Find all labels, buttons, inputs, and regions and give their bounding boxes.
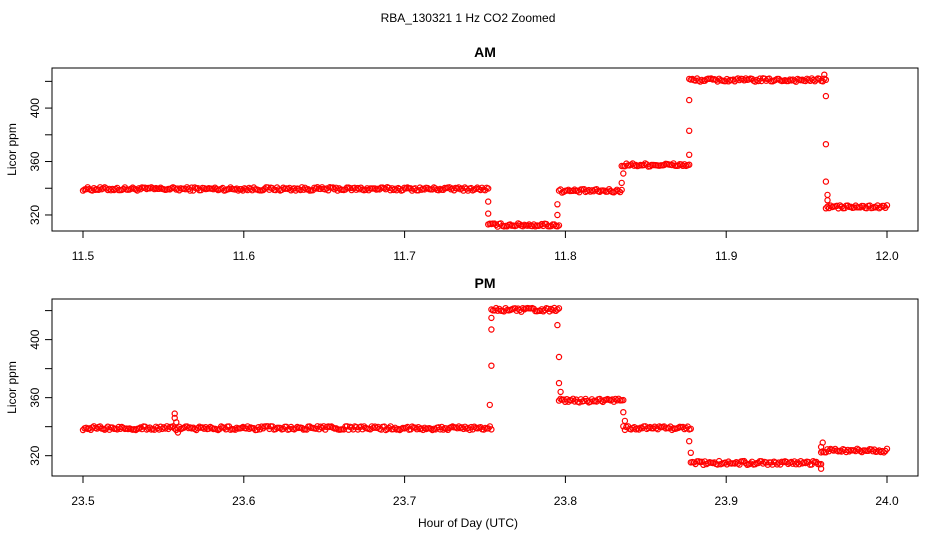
pm-panel-title: PM <box>475 275 496 291</box>
data-point <box>555 379 563 387</box>
data-point <box>635 426 643 433</box>
data-point <box>485 210 492 217</box>
data-point <box>687 449 695 456</box>
data-point <box>824 197 831 204</box>
pm-y-tick-label: 360 <box>28 387 42 407</box>
data-point <box>571 186 578 193</box>
data-point <box>565 398 572 405</box>
am-x-tick-label: 11.8 <box>554 249 577 263</box>
data-point <box>557 388 564 396</box>
data-point <box>822 178 830 185</box>
data-point <box>773 461 781 468</box>
am-y-tick-label: 320 <box>28 205 42 225</box>
pm-y-tick-label: 400 <box>28 329 42 349</box>
data-point <box>486 401 493 409</box>
x-axis-title: Hour of Day (UTC) <box>418 516 518 530</box>
data-point <box>822 205 830 212</box>
am-y-axis-title: Licor ppm <box>5 123 19 176</box>
am-y-tick-label: 400 <box>28 98 42 118</box>
data-point <box>822 92 830 100</box>
am-data-points <box>79 71 891 230</box>
data-point <box>880 449 888 456</box>
am-x-tick-label: 11.6 <box>233 249 256 263</box>
data-point <box>620 396 627 404</box>
data-point <box>686 151 693 158</box>
data-point <box>817 465 825 472</box>
pm-x-tick-label: 23.9 <box>715 494 739 508</box>
data-point <box>687 425 695 432</box>
data-point <box>824 191 831 199</box>
chart-main-title: RBA_130321 1 Hz CO2 Zoomed <box>381 11 556 25</box>
data-point <box>158 425 166 433</box>
data-point <box>555 353 563 361</box>
data-point <box>821 71 828 78</box>
pm-y-axis-title: Licor ppm <box>5 361 19 414</box>
pm-x-tick-label: 23.7 <box>393 494 417 508</box>
am-plot-frame <box>51 67 919 232</box>
data-point <box>455 184 462 191</box>
am-panel: AM 11.5 11.6 11.7 11.8 11.9 12.0 320 360 400 Licor… <box>5 44 919 263</box>
am-x-tick-label: 11.9 <box>715 249 738 263</box>
data-point <box>488 426 495 433</box>
data-point <box>686 96 693 104</box>
data-point <box>174 429 182 436</box>
pm-panel: PM 23.5 23.6 23.7 23.8 23.9 24.0 320 360 400 Licor… <box>5 275 919 508</box>
data-point <box>173 419 180 426</box>
data-point <box>752 78 759 85</box>
data-point <box>554 321 561 329</box>
am-x-tick-label: 12.0 <box>875 249 899 263</box>
data-point <box>554 211 561 219</box>
data-point <box>620 170 627 177</box>
am-x-tick-label: 11.7 <box>393 249 416 263</box>
data-point <box>171 410 178 417</box>
data-point <box>554 201 561 208</box>
data-point <box>488 326 495 333</box>
data-point <box>485 185 492 192</box>
data-point <box>555 222 563 229</box>
pm-x-tick-label: 23.6 <box>232 494 256 508</box>
data-point <box>822 140 830 148</box>
data-point <box>329 184 337 191</box>
pm-data-points <box>79 304 891 472</box>
data-point <box>686 161 693 168</box>
pm-y-tick-label: 320 <box>28 445 42 465</box>
data-point <box>621 417 629 425</box>
pm-plot-frame <box>51 298 919 477</box>
data-point <box>686 127 693 134</box>
data-point <box>883 445 891 452</box>
data-point <box>488 362 495 369</box>
data-point <box>488 314 495 322</box>
pm-x-tick-label: 23.5 <box>71 494 95 508</box>
am-x-tick-label: 11.5 <box>72 249 95 263</box>
data-point <box>736 461 743 468</box>
data-point <box>301 184 309 191</box>
data-point <box>686 438 693 445</box>
pm-x-tick-label: 24.0 <box>875 494 899 508</box>
data-point <box>555 305 563 312</box>
data-point <box>415 424 422 431</box>
data-point <box>317 423 324 430</box>
data-point <box>485 198 492 205</box>
pm-x-tick-label: 23.8 <box>554 494 578 508</box>
data-point <box>461 423 469 430</box>
am-y-tick-label: 360 <box>28 151 42 171</box>
data-point <box>883 202 891 209</box>
data-point <box>618 186 625 194</box>
data-point <box>618 179 625 187</box>
data-point <box>620 409 627 416</box>
data-point <box>819 439 826 446</box>
am-panel-title: AM <box>474 44 496 60</box>
